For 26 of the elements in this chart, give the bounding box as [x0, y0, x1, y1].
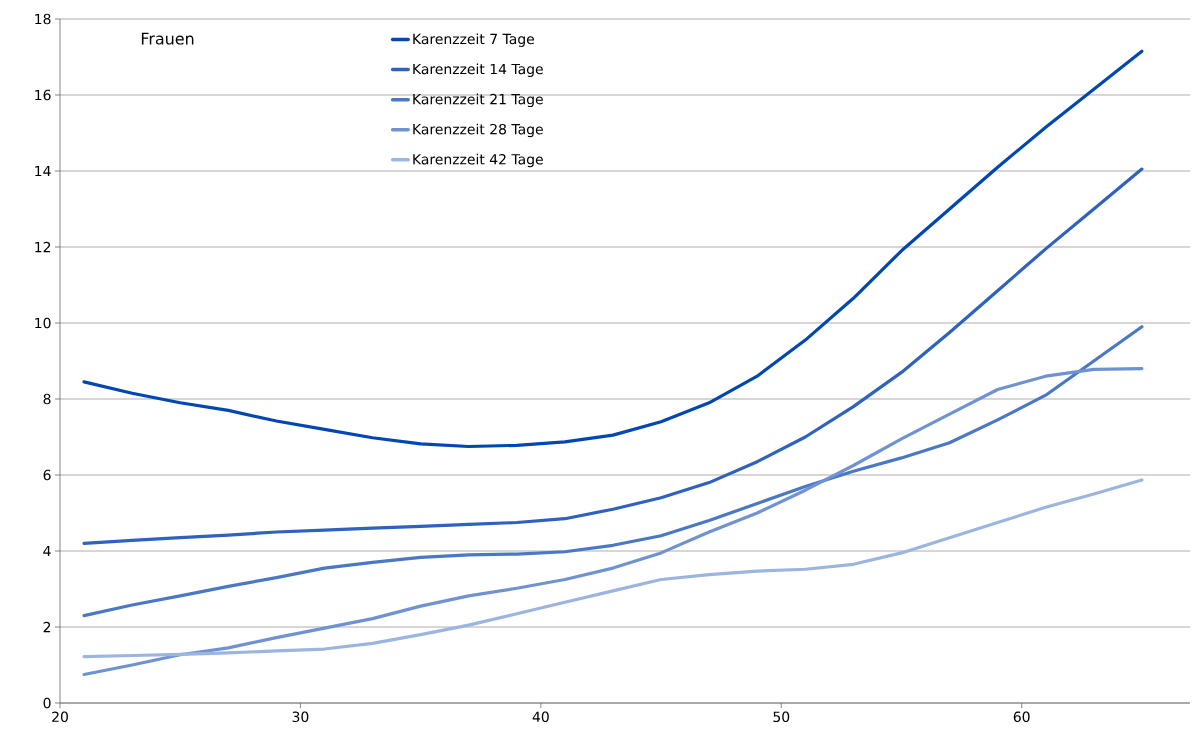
line-series: [82, 325, 1144, 618]
legend-label: Karenzzeit 14 Tage: [413, 63, 543, 78]
x-tick-label: 50: [773, 711, 790, 723]
y-tick-label: 10: [35, 317, 51, 329]
y-tick-label: 6: [43, 469, 51, 481]
y-tick-label: 4: [43, 545, 51, 557]
legend-label: Karenzzeit 42 Tage: [413, 153, 543, 168]
y-tick-label: 16: [35, 89, 51, 101]
line-series: [82, 367, 1144, 677]
legend-label: Karenzzeit 21 Tage: [413, 93, 543, 108]
line-series: [82, 49, 1144, 449]
x-tick-label: 20: [52, 711, 68, 723]
legend-label: Karenzzeit 7 Tage: [413, 33, 535, 47]
x-tick-label: 30: [292, 711, 309, 723]
y-tick-label: 12: [35, 241, 51, 253]
x-tick-label: 40: [532, 711, 549, 723]
line-series: [82, 478, 1144, 659]
y-tick-label: 18: [35, 13, 51, 25]
y-tick-label: 8: [43, 393, 51, 405]
x-tick-label: 60: [1013, 711, 1030, 723]
annotation: Frauen: [141, 32, 194, 45]
y-tick-label: 14: [35, 165, 51, 177]
y-tick-label: 2: [43, 621, 51, 633]
legend-label: Karenzzeit 28 Tage: [413, 123, 543, 138]
line-series: [82, 167, 1144, 545]
y-tick-label: 0: [43, 697, 51, 709]
